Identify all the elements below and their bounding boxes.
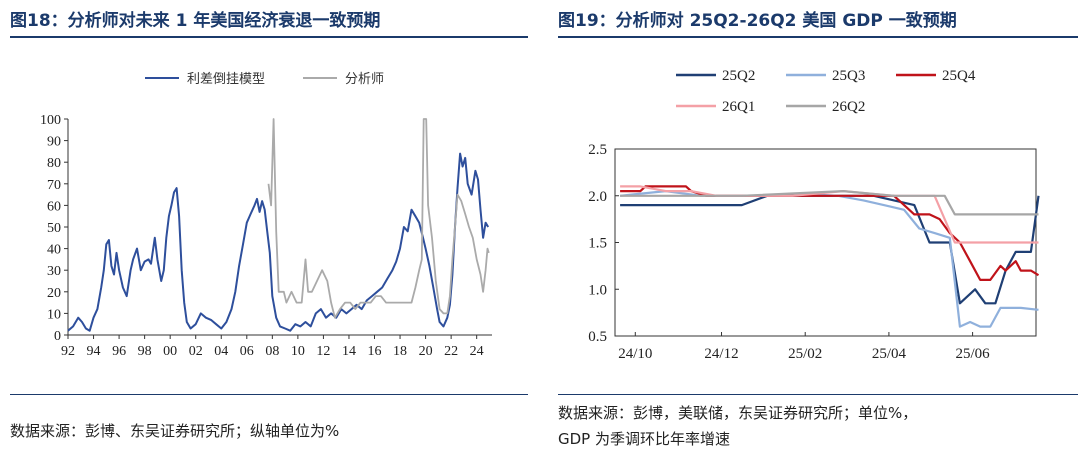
gdp-line-chart: 0.5 1.0 1.5 2.0 2.5 24/10 24/12 25/02 25/04 25/06… (588, 68, 1040, 362)
chart-title-gdp: 图19：分析师对 25Q2-26Q2 美国 GDP 一致预期 (558, 11, 957, 31)
y-tick-label: 30 (47, 264, 61, 279)
source-rule (10, 394, 528, 395)
series-line-1 (267, 118, 490, 319)
series-line-2 (620, 185, 1040, 281)
y-tick-label: 1.0 (588, 282, 607, 298)
y-tick-label: 100 (40, 113, 61, 128)
x-tick-label: 92 (61, 344, 75, 359)
source-note-line2: GDP 为季调环比年率增速 (558, 430, 730, 448)
x-tick-label: 14 (342, 344, 356, 359)
y-tick-label: 60 (47, 199, 61, 214)
x-tick-label: 18 (393, 344, 407, 359)
y-tick-label: 1.5 (588, 236, 607, 252)
y-tick-label: 40 (47, 243, 61, 258)
x-tick-label: 06 (240, 344, 254, 359)
series-line-3 (620, 185, 1039, 244)
legend-label-0: 25Q2 (722, 68, 755, 84)
series-line-1 (619, 190, 1039, 328)
x-tick-label: 98 (138, 344, 152, 359)
x-tick-label: 24 (470, 344, 484, 359)
x-tick-label: 10 (291, 344, 305, 359)
legend-label-1: 25Q3 (832, 68, 865, 84)
title-rule (10, 36, 528, 38)
chart-title-recession: 图18：分析师对未来 1 年美国经济衰退一致预期 (10, 11, 381, 31)
y-tick-label: 2.0 (588, 189, 607, 205)
title-rule (558, 36, 1078, 38)
x-tick-label: 25/04 (872, 346, 907, 362)
x-tick-label: 08 (265, 344, 279, 359)
x-tick-label: 94 (87, 344, 101, 359)
y-tick-label: 20 (47, 286, 61, 301)
source-rule (558, 394, 1078, 395)
legend-label-0: 利差倒挂模型 (187, 71, 265, 86)
x-tick-label: 00 (163, 344, 177, 359)
x-tick-label: 12 (316, 344, 330, 359)
x-tick-label: 16 (368, 344, 382, 359)
y-tick-label: 80 (47, 156, 61, 171)
source-note-line1: 数据来源：彭博，美联储，东吴证券研究所；单位%， (558, 404, 918, 422)
chart-panel-recession: 图18：分析师对未来 1 年美国经济衰退一致预期 0 10 20 30 40 50 60 70… (0, 0, 530, 460)
x-tick-label: 04 (214, 344, 228, 359)
y-tick-label: 0.5 (588, 329, 607, 345)
y-tick-label: 10 (47, 307, 61, 322)
legend-label-1: 分析师 (345, 71, 384, 86)
source-note: 数据来源：彭博、东吴证券研究所；纵轴单位为% (10, 422, 340, 440)
x-tick-label: 96 (112, 344, 126, 359)
x-tick-label: 24/10 (618, 346, 652, 362)
x-tick-label: 22 (444, 344, 458, 359)
series-line-4 (620, 190, 1039, 216)
x-tick-label: 24/12 (704, 346, 738, 362)
series-line-0 (67, 152, 490, 332)
legend-label-4: 26Q2 (832, 99, 865, 115)
x-tick-label: 02 (189, 344, 203, 359)
x-tick-label: 25/02 (788, 346, 822, 362)
legend-label-3: 26Q1 (722, 99, 755, 115)
y-tick-label: 50 (47, 221, 61, 236)
x-tick-label: 25/06 (956, 346, 991, 362)
x-tick-label: 20 (419, 344, 433, 359)
y-tick-label: 90 (47, 135, 61, 150)
chart-panel-gdp: 图19：分析师对 25Q2-26Q2 美国 GDP 一致预期 0.5 1.0 1.5… (548, 0, 1080, 460)
legend-label-2: 25Q4 (942, 68, 976, 84)
y-tick-label: 0 (54, 329, 61, 344)
recession-line-chart: 0 10 20 30 40 50 60 70 80 90 100 92 94 96 98 00 02 04 06 08… (40, 71, 492, 359)
y-tick-label: 70 (47, 178, 61, 193)
series-line-0 (620, 194, 1040, 305)
y-tick-label: 2.5 (588, 142, 607, 158)
